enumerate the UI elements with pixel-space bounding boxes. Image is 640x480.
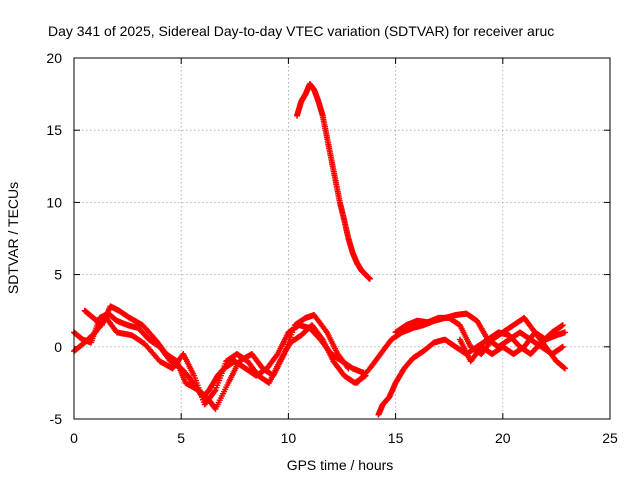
data-point [561, 329, 568, 336]
y-tick-label: 15 [46, 122, 62, 138]
data-point [345, 365, 352, 372]
x-tick-label: 15 [388, 430, 404, 446]
data-point [366, 275, 373, 282]
y-tick-label: -5 [50, 411, 63, 427]
data-point [211, 388, 218, 395]
data-points [71, 80, 568, 418]
series-track-c [71, 314, 369, 408]
y-tick-label: 10 [46, 194, 62, 210]
x-tick-label: 0 [70, 430, 78, 446]
data-point [559, 343, 566, 350]
y-tick-label: 20 [46, 50, 62, 66]
x-tick-label: 5 [177, 430, 185, 446]
series-track-h [456, 329, 568, 365]
x-tick-label: 10 [281, 430, 297, 446]
data-point [318, 335, 325, 342]
data-point [273, 352, 280, 359]
axis-ticks: 0 5 10 15 20 25 -5 0 5 10 15 20 [46, 50, 618, 446]
data-point [561, 365, 568, 372]
x-axis-label: GPS time / hours [287, 457, 394, 473]
x-tick-label: 20 [495, 430, 511, 446]
series-track-b [81, 303, 352, 412]
data-point [344, 364, 351, 371]
grid [74, 58, 610, 419]
y-tick-label: 5 [54, 267, 62, 283]
y-axis-label: SDTVAR / TECUs [5, 182, 21, 294]
series-track-d [293, 80, 373, 282]
y-tick-label: 0 [54, 339, 62, 355]
series-track-g [392, 314, 568, 372]
x-tick-label: 25 [602, 430, 618, 446]
data-point [559, 322, 566, 329]
chart-title: Day 341 of 2025, Sidereal Day-to-day VTE… [48, 23, 554, 39]
plot-frame [73, 57, 611, 420]
